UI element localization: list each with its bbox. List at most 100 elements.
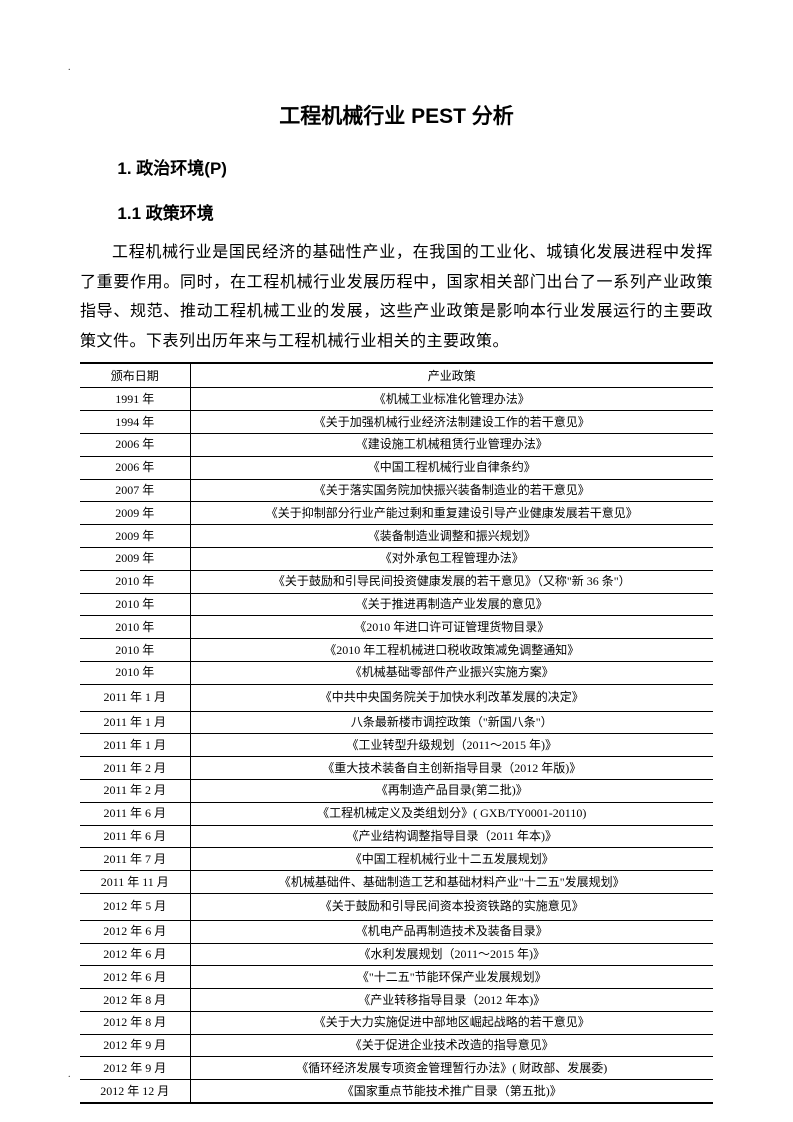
cell-date: 2006 年: [80, 456, 190, 479]
table-row: 2011 年 2 月《再制造产品目录(第二批)》: [80, 779, 713, 802]
table-row: 2012 年 6 月《机电产品再制造技术及装备目录》: [80, 920, 713, 943]
cell-date: 2011 年 1 月: [80, 684, 190, 711]
cell-date: 2009 年: [80, 502, 190, 525]
cell-date: 2011 年 6 月: [80, 825, 190, 848]
cell-policy: 《关于抑制部分行业产能过剩和重复建设引导产业健康发展若干意见》: [190, 502, 713, 525]
cell-policy: 《循环经济发展专项资金管理暂行办法》( 财政部、发展委): [190, 1057, 713, 1080]
cell-policy: 《机电产品再制造技术及装备目录》: [190, 920, 713, 943]
cell-date: 1991 年: [80, 388, 190, 411]
table-row: 2011 年 6 月《产业结构调整指导目录（2011 年本)》: [80, 825, 713, 848]
cell-date: 2011 年 2 月: [80, 779, 190, 802]
table-row: 2007 年《关于落实国务院加快振兴装备制造业的若干意见》: [80, 479, 713, 502]
cell-date: 2012 年 9 月: [80, 1057, 190, 1080]
heading-subsection-1-1: 1.1 政策环境: [80, 199, 713, 224]
cell-date: 2009 年: [80, 525, 190, 548]
table-row: 2010 年《关于鼓励和引导民间投资健康发展的若干意见》（又称"新 36 条"）: [80, 570, 713, 593]
cell-policy: 《关于促进企业技术改造的指导意见》: [190, 1034, 713, 1057]
cell-policy: 《装备制造业调整和振兴规划》: [190, 525, 713, 548]
table-row: 2011 年 6 月《工程机械定义及类组划分》( GXB/TY0001-2011…: [80, 802, 713, 825]
cell-policy: 《关于推进再制造产业发展的意见》: [190, 593, 713, 616]
cell-policy: 《工业转型升级规划（2011～2015 年)》: [190, 734, 713, 757]
table-row: 2012 年 9 月《关于促进企业技术改造的指导意见》: [80, 1034, 713, 1057]
cell-date: 2012 年 5 月: [80, 893, 190, 920]
cell-date: 2011 年 2 月: [80, 757, 190, 780]
table-row: 2010 年《关于推进再制造产业发展的意见》: [80, 593, 713, 616]
table-row: 2011 年 1 月《中共中央国务院关于加快水利改革发展的决定》: [80, 684, 713, 711]
cell-date: 2012 年 9 月: [80, 1034, 190, 1057]
cell-policy: 《产业转移指导目录（2012 年本)》: [190, 989, 713, 1012]
cell-policy: 《2010 年进口许可证管理货物目录》: [190, 616, 713, 639]
cell-date: 2009 年: [80, 547, 190, 570]
cell-policy: 《机械基础件、基础制造工艺和基础材料产业"十二五"发展规划》: [190, 871, 713, 894]
cell-policy: 《2010 年工程机械进口税收政策减免调整通知》: [190, 639, 713, 662]
table-row: 2012 年 6 月《"十二五"节能环保产业发展规划》: [80, 966, 713, 989]
table-row: 2006 年《建设施工机械租赁行业管理办法》: [80, 433, 713, 456]
cell-date: 2010 年: [80, 639, 190, 662]
cell-policy: 《机械工业标准化管理办法》: [190, 388, 713, 411]
cell-date: 2012 年 6 月: [80, 920, 190, 943]
table-row: 2009 年《对外承包工程管理办法》: [80, 547, 713, 570]
document-title: 工程机械行业 PEST 分析: [80, 100, 713, 130]
table-row: 2010 年《2010 年进口许可证管理货物目录》: [80, 616, 713, 639]
table-row: 2012 年 8 月《关于大力实施促进中部地区崛起战略的若干意见》: [80, 1011, 713, 1034]
corner-mark-tl: .: [68, 62, 71, 73]
cell-date: 2012 年 6 月: [80, 943, 190, 966]
cell-policy: 《中国工程机械行业十二五发展规划》: [190, 848, 713, 871]
cell-date: 2010 年: [80, 616, 190, 639]
cell-policy: 《重大技术装备自主创新指导目录（2012 年版)》: [190, 757, 713, 780]
cell-date: 2012 年 12 月: [80, 1080, 190, 1103]
table-row: 2006 年《中国工程机械行业自律条约》: [80, 456, 713, 479]
table-row: 2009 年《关于抑制部分行业产能过剩和重复建设引导产业健康发展若干意见》: [80, 502, 713, 525]
cell-date: 2007 年: [80, 479, 190, 502]
table-row: 2012 年 12 月《国家重点节能技术推广目录（第五批)》: [80, 1080, 713, 1103]
cell-policy: 《关于鼓励和引导民间投资健康发展的若干意见》（又称"新 36 条"）: [190, 570, 713, 593]
cell-date: 2006 年: [80, 433, 190, 456]
cell-policy: 《"十二五"节能环保产业发展规划》: [190, 966, 713, 989]
cell-policy: 《中共中央国务院关于加快水利改革发展的决定》: [190, 684, 713, 711]
table-row: 2011 年 7 月《中国工程机械行业十二五发展规划》: [80, 848, 713, 871]
cell-date: 2011 年 6 月: [80, 802, 190, 825]
cell-policy: 八条最新楼市调控政策（"新国八条"）: [190, 711, 713, 734]
cell-policy: 《关于落实国务院加快振兴装备制造业的若干意见》: [190, 479, 713, 502]
col-header-date: 颁布日期: [80, 363, 190, 388]
cell-date: 2011 年 1 月: [80, 711, 190, 734]
table-row: 2012 年 9 月《循环经济发展专项资金管理暂行办法》( 财政部、发展委): [80, 1057, 713, 1080]
cell-policy: 《再制造产品目录(第二批)》: [190, 779, 713, 802]
cell-policy: 《国家重点节能技术推广目录（第五批)》: [190, 1080, 713, 1103]
cell-policy: 《中国工程机械行业自律条约》: [190, 456, 713, 479]
table-row: 2010 年《2010 年工程机械进口税收政策减免调整通知》: [80, 639, 713, 662]
cell-date: 2010 年: [80, 593, 190, 616]
cell-policy: 《产业结构调整指导目录（2011 年本)》: [190, 825, 713, 848]
cell-date: 2011 年 11 月: [80, 871, 190, 894]
cell-date: 1994 年: [80, 411, 190, 434]
cell-policy: 《对外承包工程管理办法》: [190, 547, 713, 570]
table-row: 1994 年《关于加强机械行业经济法制建设工作的若干意见》: [80, 411, 713, 434]
table-row: 2009 年《装备制造业调整和振兴规划》: [80, 525, 713, 548]
table-row: 2012 年 5 月《关于鼓励和引导民间资本投资铁路的实施意见》: [80, 893, 713, 920]
cell-date: 2010 年: [80, 570, 190, 593]
policy-table: 颁布日期 产业政策 1991 年《机械工业标准化管理办法》1994 年《关于加强…: [80, 362, 713, 1104]
cell-date: 2011 年 7 月: [80, 848, 190, 871]
intro-paragraph: 工程机械行业是国民经济的基础性产业，在我国的工业化、城镇化发展进程中发挥了重要作…: [80, 238, 713, 356]
table-row: 2011 年 11 月《机械基础件、基础制造工艺和基础材料产业"十二五"发展规划…: [80, 871, 713, 894]
cell-policy: 《建设施工机械租赁行业管理办法》: [190, 433, 713, 456]
table-row: 2011 年 1 月《工业转型升级规划（2011～2015 年)》: [80, 734, 713, 757]
cell-policy: 《关于鼓励和引导民间资本投资铁路的实施意见》: [190, 893, 713, 920]
table-row: 2012 年 8 月《产业转移指导目录（2012 年本)》: [80, 989, 713, 1012]
cell-policy: 《机械基础零部件产业振兴实施方案》: [190, 661, 713, 684]
corner-mark-br: .: [68, 1069, 71, 1080]
cell-policy: 《工程机械定义及类组划分》( GXB/TY0001-20110): [190, 802, 713, 825]
table-row: 1991 年《机械工业标准化管理办法》: [80, 388, 713, 411]
cell-date: 2012 年 8 月: [80, 989, 190, 1012]
heading-section-1: 1. 政治环境(P): [80, 154, 713, 179]
table-row: 2010 年《机械基础零部件产业振兴实施方案》: [80, 661, 713, 684]
table-row: 2011 年 1 月八条最新楼市调控政策（"新国八条"）: [80, 711, 713, 734]
table-row: 2011 年 2 月《重大技术装备自主创新指导目录（2012 年版)》: [80, 757, 713, 780]
table-row: 2012 年 6 月《水利发展规划（2011～2015 年)》: [80, 943, 713, 966]
cell-date: 2012 年 8 月: [80, 1011, 190, 1034]
cell-date: 2011 年 1 月: [80, 734, 190, 757]
cell-policy: 《关于加强机械行业经济法制建设工作的若干意见》: [190, 411, 713, 434]
cell-date: 2012 年 6 月: [80, 966, 190, 989]
cell-policy: 《关于大力实施促进中部地区崛起战略的若干意见》: [190, 1011, 713, 1034]
cell-policy: 《水利发展规划（2011～2015 年)》: [190, 943, 713, 966]
